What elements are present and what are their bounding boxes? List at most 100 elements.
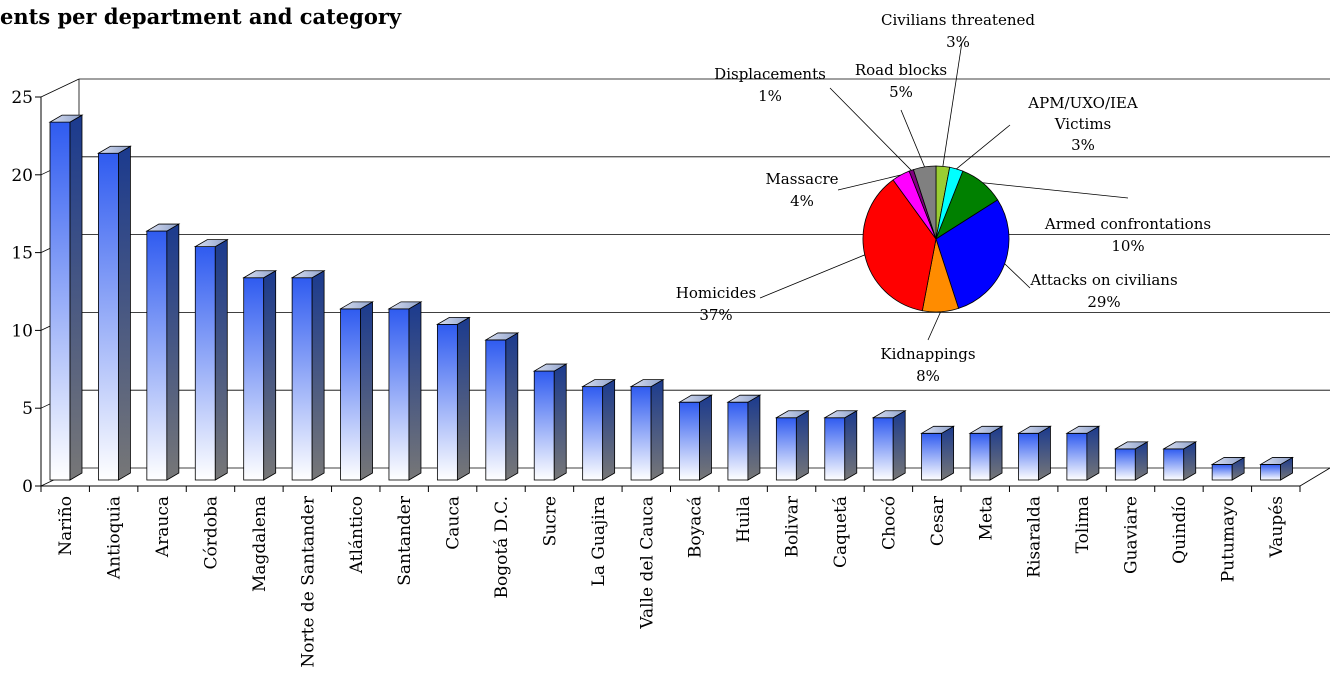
bar-front	[1163, 448, 1185, 481]
pie-label: Armed confrontations 10%	[1044, 215, 1211, 255]
pie-layer: Civilians threatened 3% APM/UXO/IEA Victims…	[676, 11, 1211, 385]
bar-top	[193, 239, 229, 248]
pie-label-line: Road blocks	[855, 61, 947, 79]
x-tick-label: Guaviare	[1122, 496, 1142, 574]
pie-pct-label: 29%	[1087, 293, 1120, 311]
pie-pct-label: 37%	[699, 306, 732, 324]
bar-top	[774, 410, 810, 419]
bars-layer	[48, 114, 1295, 481]
bar	[1016, 425, 1052, 481]
bar-side	[166, 223, 180, 481]
bar-front	[1018, 432, 1039, 481]
x-tick-label: Tolima	[1073, 496, 1093, 553]
bar	[96, 145, 132, 481]
bar	[1210, 456, 1246, 481]
pie-leader-line	[942, 41, 963, 167]
pie-label: Attacks on civilians 29%	[1029, 271, 1177, 311]
bar	[290, 270, 326, 481]
pie-label: Kidnappings 8%	[880, 345, 975, 385]
y-tick-label: 15	[11, 244, 33, 264]
bar-top	[678, 394, 713, 403]
bar-side	[456, 316, 470, 481]
pie-pct-label: 10%	[1111, 237, 1144, 255]
pie-pct-label: 1%	[758, 87, 782, 105]
x-tick-label: Meta	[976, 496, 996, 540]
bar-front	[1066, 432, 1088, 481]
bar-side	[69, 114, 83, 481]
bar-side	[699, 394, 712, 481]
pie-leader-line	[837, 174, 901, 191]
x-tick-label: Putumayo	[1218, 496, 1238, 582]
bar-top	[48, 114, 84, 123]
chart-title: ents per department and category	[0, 4, 402, 29]
bar-side	[263, 270, 277, 481]
bar-top	[581, 379, 617, 388]
pie-label: Homicides 37%	[676, 284, 757, 324]
bar-front	[582, 386, 604, 481]
bar-side	[844, 410, 858, 481]
bar-top	[871, 410, 907, 419]
bar-front	[969, 432, 991, 481]
bar-side	[602, 378, 616, 481]
labels-layer: 0 5 10 15 20 25 Nariño Antioquia Arauca Córdoba Ma…	[11, 88, 1286, 668]
y-tick-label: 20	[11, 166, 33, 186]
bar-side	[311, 270, 325, 481]
bar-top	[629, 379, 665, 388]
bar-front	[679, 401, 700, 481]
pie-label-line: Displacements	[714, 65, 826, 83]
pie-label: Displacements 1%	[714, 65, 826, 105]
bar	[532, 363, 568, 481]
x-tick-label: Risaralda	[1025, 496, 1045, 578]
bar-side	[650, 378, 664, 481]
x-tick-label: Quindío	[1170, 496, 1190, 564]
bar	[387, 301, 423, 481]
pie-label-line: APM/UXO/IEA	[1027, 94, 1138, 112]
x-tick-label: Antioquia	[105, 496, 125, 580]
bar-front	[485, 339, 507, 481]
x-tick-label: Norte de Santander	[298, 495, 318, 667]
bar-top	[1113, 441, 1149, 450]
pie-label-line: Civilians threatened	[881, 11, 1035, 29]
bar	[1162, 441, 1198, 481]
x-tick-label: Córdoba	[201, 496, 221, 570]
bar-front	[727, 401, 749, 481]
y-tick-label: 5	[22, 399, 33, 419]
bar-top	[726, 394, 762, 403]
bar-front	[49, 121, 71, 481]
bar-front	[1114, 448, 1136, 481]
bar-front	[872, 417, 894, 481]
pie-leader-line	[900, 109, 925, 168]
bar-side	[505, 332, 519, 481]
y-tick-label: 0	[22, 477, 33, 497]
pie-label-line: Armed confrontations	[1044, 215, 1211, 233]
bar-top	[920, 425, 956, 434]
bar-side	[214, 238, 228, 481]
wall-diagonal-line	[40, 78, 80, 98]
bar-side	[1038, 425, 1051, 481]
bar-front	[388, 308, 410, 481]
bar-front	[630, 386, 652, 481]
bar-top	[387, 301, 423, 310]
bar	[920, 425, 956, 481]
bar-top	[290, 270, 326, 279]
bar-top	[96, 145, 132, 154]
pie-label: Civilians threatened 3%	[881, 11, 1035, 51]
bar	[1113, 441, 1149, 481]
bar-front	[340, 308, 361, 481]
bar-top	[823, 410, 859, 419]
bar	[678, 394, 713, 481]
pie-slice	[935, 199, 1010, 309]
pie-pct-label: 5%	[889, 83, 913, 101]
bar	[484, 332, 520, 481]
x-tick-label: Caquetá	[831, 496, 851, 568]
bar	[339, 301, 375, 481]
x-tick-label: Huila	[734, 496, 754, 543]
bar-front	[291, 277, 313, 481]
bar	[1259, 456, 1295, 481]
y-tick-label: 25	[11, 88, 33, 108]
pie-pct-label: 3%	[1071, 136, 1095, 154]
bar	[968, 425, 1004, 481]
bar-top	[532, 363, 568, 372]
bar-top	[968, 425, 1004, 434]
